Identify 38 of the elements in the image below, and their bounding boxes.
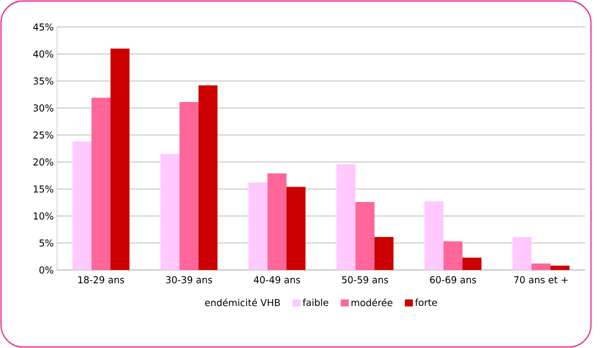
legend-label: faible: [302, 298, 328, 306]
bar: [198, 85, 218, 270]
bar: [356, 202, 375, 270]
legend-label: modérée: [352, 298, 392, 306]
bar: [92, 98, 111, 270]
bar: [160, 154, 180, 270]
bar: [424, 201, 444, 270]
legend-label: forte: [415, 298, 437, 306]
x-tick-label: 70 ans et +: [514, 276, 568, 284]
y-tick-label: 15%: [34, 185, 54, 193]
bar: [268, 173, 287, 270]
bar: [512, 237, 532, 270]
y-tick-label: 40%: [33, 50, 54, 58]
bar: [532, 264, 551, 270]
y-tick-label: 45%: [33, 23, 54, 31]
x-tick-label: 40-49 ans: [254, 276, 300, 284]
bar: [110, 48, 130, 270]
y-tick-label: 10%: [34, 212, 54, 220]
bar: [550, 266, 570, 270]
y-tick-label: 25%: [33, 131, 54, 139]
y-tick-label: 35%: [34, 77, 54, 85]
x-tick-label: 30-39 ans: [166, 276, 212, 284]
bar: [286, 186, 306, 270]
bar: [180, 102, 199, 270]
bar: [444, 241, 463, 270]
legend-title: endémicité VHB: [205, 298, 280, 306]
y-tick-label: 20%: [33, 158, 54, 166]
bar: [374, 237, 394, 270]
x-tick-label: 60-69 ans: [430, 276, 476, 284]
bar: [462, 258, 482, 270]
bar: [336, 164, 356, 270]
bar: [248, 182, 268, 270]
bar: [72, 141, 92, 270]
y-tick-label: 30%: [34, 104, 54, 112]
y-tick-label: 0%: [39, 266, 54, 274]
x-tick-label: 50-59 ans: [342, 276, 388, 284]
x-tick-label: 18-29 ans: [78, 276, 124, 284]
y-tick-label: 5%: [40, 239, 54, 247]
